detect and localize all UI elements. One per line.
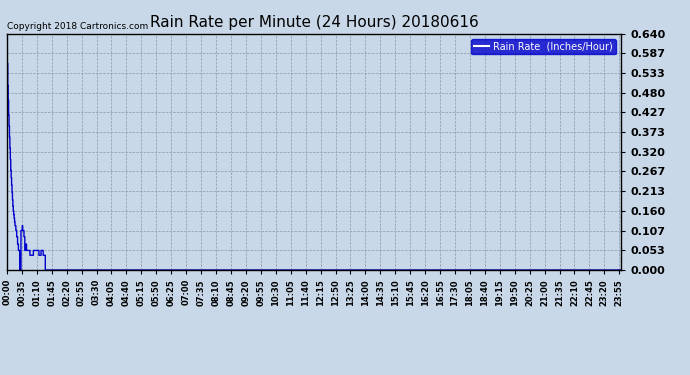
Text: Copyright 2018 Cartronics.com: Copyright 2018 Cartronics.com <box>7 22 148 32</box>
Legend: Rain Rate  (Inches/Hour): Rain Rate (Inches/Hour) <box>471 39 616 54</box>
Title: Rain Rate per Minute (24 Hours) 20180616: Rain Rate per Minute (24 Hours) 20180616 <box>150 15 478 30</box>
